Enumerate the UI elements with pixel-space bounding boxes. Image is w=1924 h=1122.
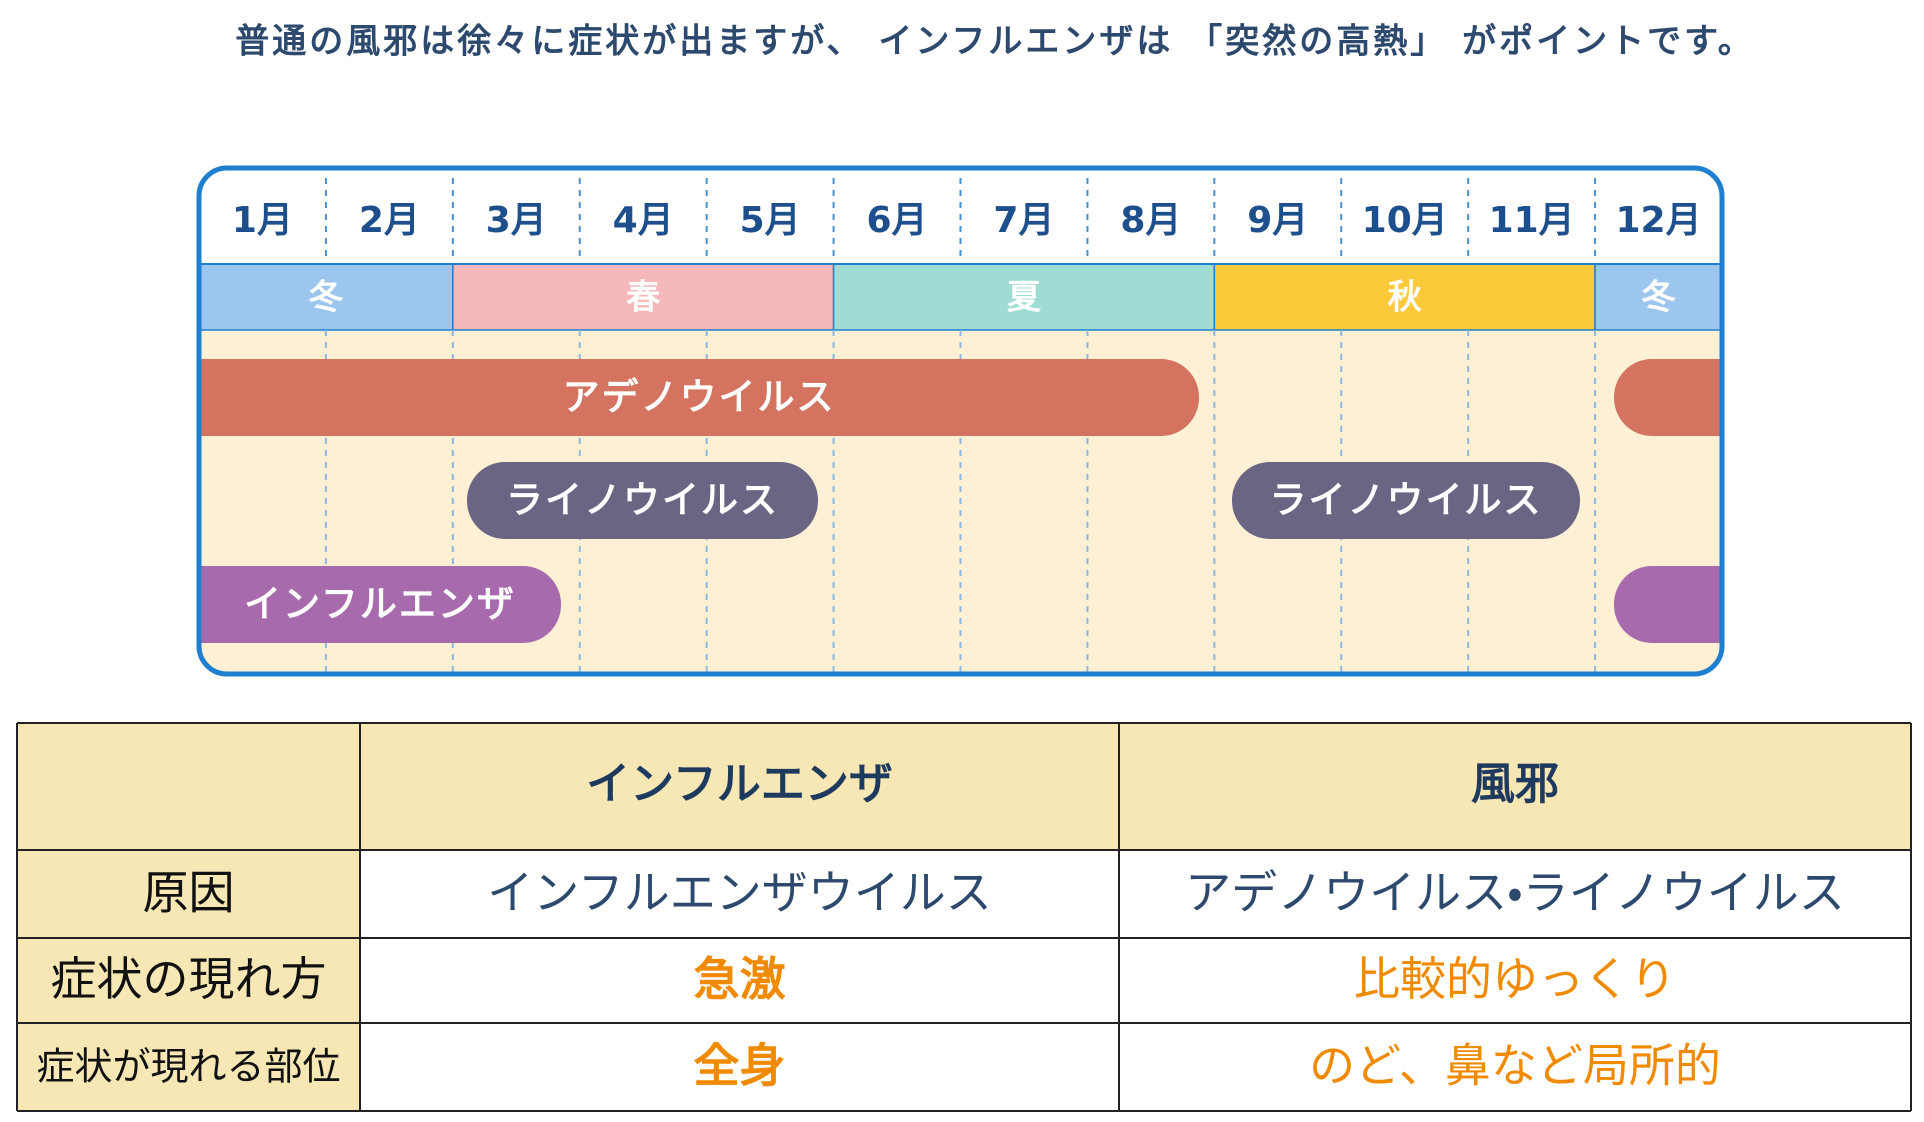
bar-label: アデノウイルス xyxy=(563,376,836,419)
cell-text: アデノウイルス・ライノウイルス xyxy=(1185,866,1845,920)
row-label: 原因 xyxy=(143,866,235,920)
period-bar xyxy=(199,566,561,643)
bar-label: インフルエンザ xyxy=(244,583,516,626)
month-label: 9月 xyxy=(1247,200,1308,241)
cell-text: 比較的ゆっくり xyxy=(1354,952,1676,1006)
month-label: 6月 xyxy=(867,200,928,241)
season-cell xyxy=(1594,263,1722,331)
period-bar xyxy=(1232,462,1580,539)
calendar: 冬 春 夏 秋 冬 1月 2月 3月 4月 5月 6月 7月 8月 9月 10月 11月 12月アデノウイルスラ… xyxy=(199,168,1722,674)
bar-label: ライノウイルス xyxy=(1270,479,1543,522)
month-label: 10月 xyxy=(1362,200,1448,241)
period-bar-continued xyxy=(1614,566,1722,643)
season-label: 冬 xyxy=(309,278,344,318)
cell-text: インフルエンザウイルス xyxy=(487,866,992,920)
first-col-bg xyxy=(17,850,360,1111)
calendar-frame xyxy=(196,165,1725,677)
column-header: 風邪 xyxy=(1471,759,1559,810)
cell-text: のど、鼻など局所的 xyxy=(1309,1039,1721,1093)
season-cell xyxy=(832,263,1216,331)
month-label: 7月 xyxy=(993,200,1054,241)
header-text: 普通の風邪は徐々に症状が出ますが、 インフルエンザは 「突然の高熱」 がポイント… xyxy=(235,22,1754,62)
row-label: 症状が現れる部位 xyxy=(36,1045,340,1089)
month-label: 1月 xyxy=(232,200,293,241)
cell-text: 急激 xyxy=(694,952,786,1006)
period-bar-continued xyxy=(1614,359,1722,436)
row-label: 症状の現れ方 xyxy=(51,952,327,1006)
column-header: インフルエンザ xyxy=(586,759,893,810)
month-label: 4月 xyxy=(613,200,674,241)
month-label: 8月 xyxy=(1120,200,1181,241)
header-row-bg xyxy=(17,723,1911,850)
season-cell xyxy=(1213,263,1596,331)
season-label: 春 xyxy=(625,278,661,318)
season-label: 夏 xyxy=(1007,278,1042,318)
period-bar xyxy=(467,462,818,539)
month-label: 2月 xyxy=(359,200,420,241)
month-label: 12月 xyxy=(1615,200,1701,241)
month-label: 11月 xyxy=(1489,200,1575,241)
season-cell xyxy=(199,263,454,331)
month-label: 5月 xyxy=(740,200,801,241)
month-label: 3月 xyxy=(486,200,547,241)
cell-text: 全身 xyxy=(694,1039,786,1093)
season-label: 冬 xyxy=(1642,278,1677,318)
bar-label: ライノウイルス xyxy=(506,479,779,522)
season-label: 秋 xyxy=(1388,278,1422,318)
period-bar xyxy=(199,359,1199,436)
